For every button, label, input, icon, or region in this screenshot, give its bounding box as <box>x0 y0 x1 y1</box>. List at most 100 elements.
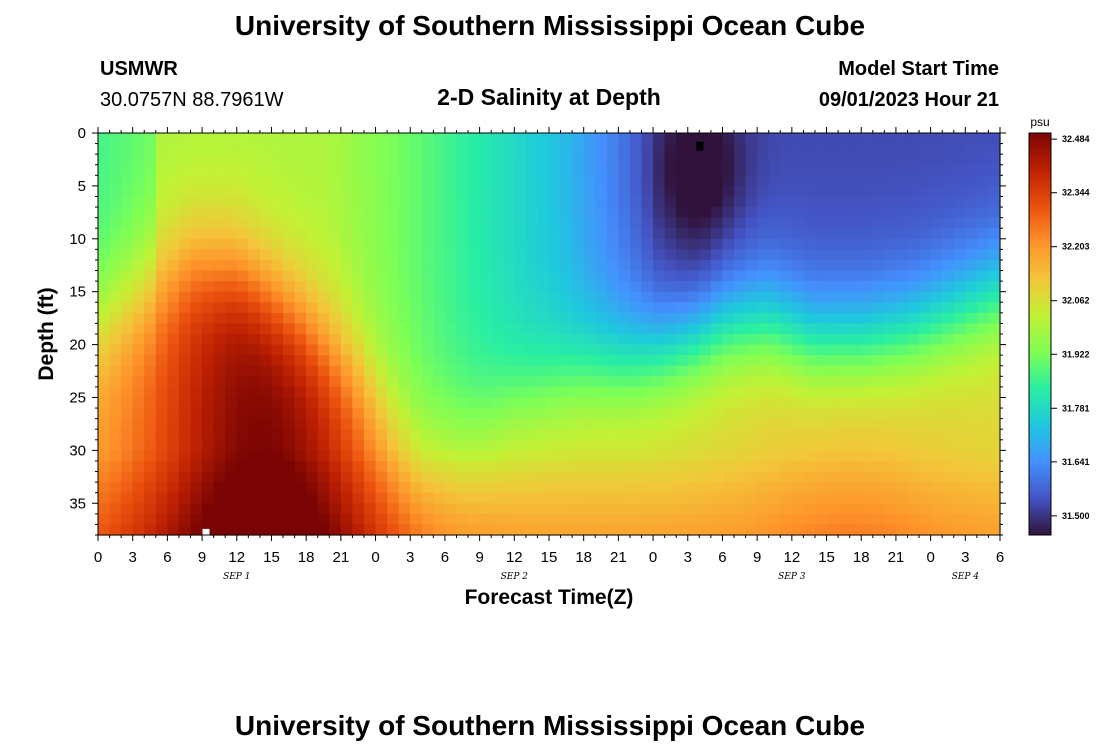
heatmap-cell <box>849 185 862 198</box>
heatmap-cell <box>699 207 712 219</box>
heatmap-cell <box>976 429 990 441</box>
heatmap-cell <box>919 334 932 346</box>
heatmap-cell <box>872 334 885 346</box>
heatmap-cell <box>849 302 862 314</box>
heatmap-cell <box>664 175 677 187</box>
heatmap-cell <box>352 386 365 399</box>
heatmap-cell <box>283 143 296 155</box>
heatmap-cell <box>884 175 897 187</box>
heatmap-cell <box>734 312 747 325</box>
heatmap-cell <box>549 355 562 367</box>
heatmap-cell <box>641 259 654 272</box>
heatmap-cell <box>387 164 400 176</box>
heatmap-cell <box>780 355 793 367</box>
heatmap-cell <box>895 154 909 166</box>
heatmap-cell <box>398 164 411 176</box>
heatmap-cell <box>988 334 1001 346</box>
heatmap-cell <box>340 302 354 314</box>
heatmap-cell <box>294 344 307 356</box>
heatmap-cell <box>537 143 550 155</box>
heatmap-cell <box>976 217 990 229</box>
heatmap-cell <box>444 386 458 399</box>
heatmap-cell <box>757 228 770 240</box>
heatmap-cell <box>456 397 469 409</box>
heatmap-cell <box>502 492 515 504</box>
heatmap-cell <box>491 196 504 208</box>
x-tick-label: 3 <box>406 549 414 566</box>
heatmap-cell <box>560 344 573 356</box>
heatmap-cell <box>965 291 978 303</box>
heatmap-cell <box>109 154 122 166</box>
heatmap-cell <box>965 185 978 198</box>
heatmap-cell <box>849 207 862 219</box>
heatmap-cell <box>329 460 342 473</box>
heatmap-cell <box>861 471 874 483</box>
heatmap-cell <box>363 439 377 451</box>
heatmap-cell <box>699 228 712 240</box>
heatmap-cell <box>803 450 816 462</box>
heatmap-cell <box>456 312 469 325</box>
heatmap-cell <box>248 217 261 229</box>
heatmap-cell <box>734 207 747 219</box>
heatmap-cell <box>410 302 423 314</box>
heatmap-cell <box>664 323 677 335</box>
heatmap-cell <box>884 376 897 388</box>
heatmap-cell <box>514 228 527 240</box>
heatmap-cell <box>121 217 134 229</box>
heatmap-cell <box>271 312 284 325</box>
heatmap-cell <box>849 217 862 229</box>
heatmap-cell <box>340 185 354 198</box>
heatmap-cell <box>525 143 539 155</box>
heatmap-cell <box>838 376 851 388</box>
heatmap-cell <box>930 471 943 483</box>
heatmap-cell <box>791 259 805 272</box>
heatmap-cell <box>167 228 180 240</box>
heatmap-cell <box>549 418 562 430</box>
heatmap-cell <box>803 397 816 409</box>
heatmap-cell <box>144 503 157 515</box>
heatmap-cell <box>479 259 492 272</box>
heatmap-cell <box>953 386 966 399</box>
heatmap-cell <box>895 291 909 303</box>
heatmap-cell <box>491 344 504 356</box>
heatmap-cell <box>884 154 897 166</box>
heatmap-cell <box>317 312 330 325</box>
heatmap-cell <box>549 312 562 325</box>
heatmap-cell <box>329 513 342 526</box>
heatmap-cell <box>734 503 747 515</box>
heatmap-cell <box>872 503 885 515</box>
heatmap-cell <box>178 185 192 198</box>
heatmap-cell <box>225 492 238 504</box>
x-tick-label: 15 <box>263 549 280 566</box>
heatmap-cell <box>560 133 573 145</box>
heatmap-cell <box>398 471 411 483</box>
heatmap-cell <box>236 164 249 176</box>
heatmap-cell <box>618 207 631 219</box>
heatmap-cell <box>398 492 411 504</box>
heatmap-cell <box>444 164 458 176</box>
heatmap-cell <box>248 429 261 441</box>
heatmap-cell <box>976 482 990 494</box>
heatmap-cell <box>387 249 400 261</box>
heatmap-cell <box>132 344 145 356</box>
heatmap-cell <box>629 259 643 272</box>
heatmap-cell <box>502 143 515 155</box>
heatmap-cell <box>919 249 932 261</box>
heatmap-cell <box>734 524 747 536</box>
heatmap-cell <box>583 217 596 229</box>
heatmap-cell <box>502 418 515 430</box>
heatmap-cell <box>514 196 527 208</box>
heatmap-cell <box>132 281 145 293</box>
heatmap-cell <box>976 133 990 145</box>
heatmap-cell <box>722 249 735 261</box>
heatmap-cell <box>768 154 781 166</box>
heatmap-cell <box>757 259 770 272</box>
heatmap-cell <box>572 355 585 367</box>
heatmap-cell <box>502 281 515 293</box>
heatmap-cell <box>398 334 411 346</box>
heatmap-cell <box>919 207 932 219</box>
heatmap-cell <box>236 281 249 293</box>
heatmap-cell <box>930 175 943 187</box>
heatmap-cell <box>283 397 296 409</box>
heatmap-cell <box>849 334 862 346</box>
